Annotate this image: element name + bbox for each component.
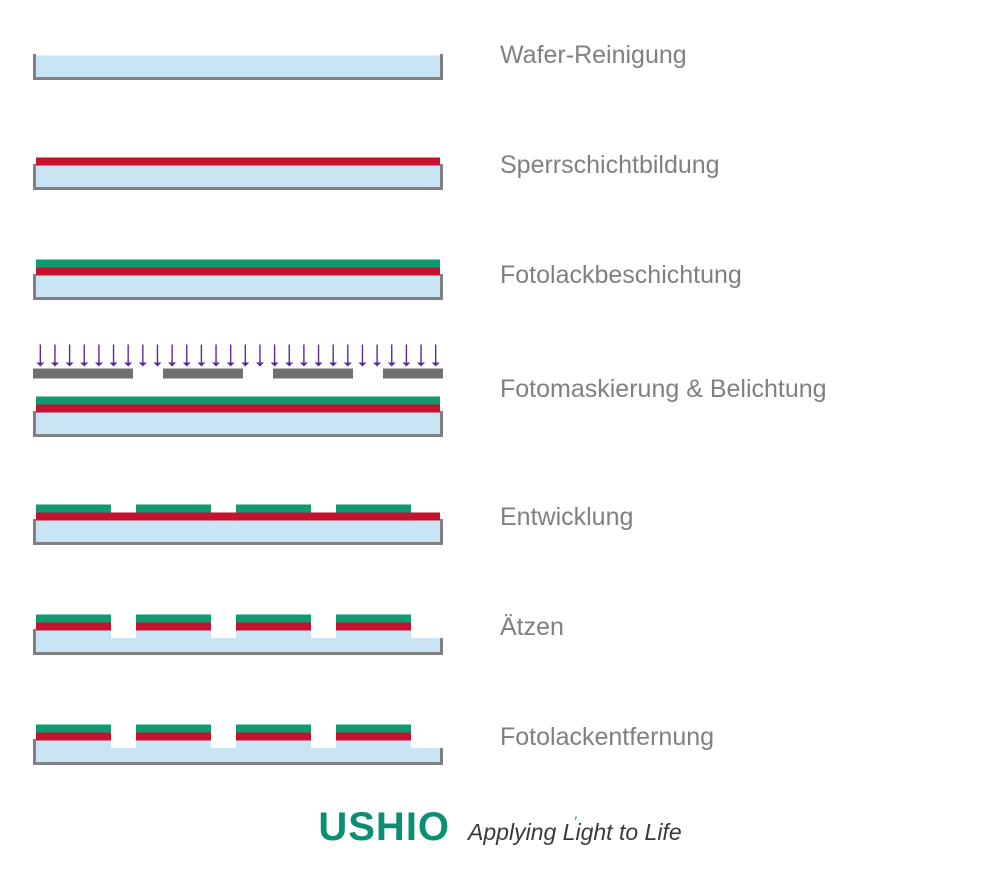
label-etch: Ätzen	[500, 613, 1000, 642]
label-develop: Entwicklung	[500, 503, 1000, 532]
step-strip: Fotolackentfernung	[0, 710, 1000, 765]
diagram-develop	[0, 490, 480, 545]
logo-tagline: Applying Li′ght to Life	[468, 819, 682, 846]
step-etch: Ätzen	[0, 600, 1000, 655]
diagram-strip	[0, 710, 480, 765]
step-resist: Fotolackbeschichtung	[0, 250, 1000, 300]
diagram-barrier	[0, 140, 480, 190]
diagram-etch	[0, 600, 480, 655]
label-barrier: Sperrschichtbildung	[500, 151, 1000, 180]
logo-block: USHIO Applying Li′ght to Life	[0, 805, 1000, 850]
diagram-exposure	[0, 342, 480, 437]
label-cleaning: Wafer-Reinigung	[500, 41, 1000, 70]
step-develop: Entwicklung	[0, 490, 1000, 545]
logo-brand: USHIO	[318, 805, 450, 850]
label-strip: Fotolackentfernung	[500, 723, 1000, 752]
step-exposure: Fotomaskierung & Belichtung	[0, 342, 1000, 437]
step-cleaning: Wafer-Reinigung	[0, 30, 1000, 80]
diagram-resist	[0, 250, 480, 300]
label-resist: Fotolackbeschichtung	[500, 261, 1000, 290]
step-barrier: Sperrschichtbildung	[0, 140, 1000, 190]
label-exposure: Fotomaskierung & Belichtung	[500, 375, 1000, 404]
diagram-cleaning	[0, 30, 480, 80]
